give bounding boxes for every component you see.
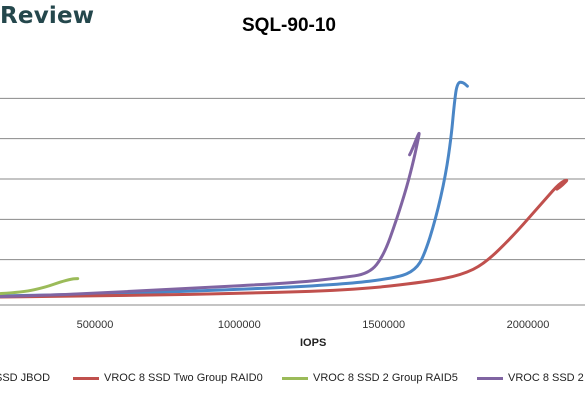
series-line-3	[0, 131, 421, 299]
chart-title: SQL-90-10	[242, 15, 336, 36]
x-tick-label: 1000000	[218, 319, 261, 331]
legend-item-vroc-raid0: VROC 8 SSD Two Group RAID0	[73, 372, 263, 384]
series-lines	[0, 80, 569, 299]
legend: SSD JBOD VROC 8 SSD Two Group RAID0 VROC…	[0, 372, 585, 390]
legend-label: VROC 8 SSD Two Group RAID0	[104, 372, 263, 384]
series-line-1	[0, 178, 569, 299]
legend-swatch	[73, 376, 99, 380]
x-tick-label: 2000000	[507, 319, 550, 331]
series-line-2	[0, 277, 80, 296]
x-axis-label: IOPS	[300, 337, 327, 349]
x-tick-label: 500000	[77, 319, 114, 331]
legend-swatch	[282, 376, 308, 380]
legend-item-vroc-partial: VROC 8 SSD 2 G	[477, 372, 585, 384]
x-tick-labels: 500000 1000000 1500000 2000000	[77, 319, 550, 331]
legend-item-vroc-raid5: VROC 8 SSD 2 Group RAID5	[282, 372, 458, 384]
legend-item-ssd-jbod: SSD JBOD	[0, 372, 50, 384]
legend-label: VROC 8 SSD 2 G	[508, 372, 585, 384]
legend-label: SSD JBOD	[0, 372, 51, 384]
x-tick-label: 1500000	[362, 319, 405, 331]
series-line-0	[0, 80, 469, 298]
gridlines	[0, 97, 585, 261]
legend-swatch	[477, 376, 503, 380]
legend-label: VROC 8 SSD 2 Group RAID5	[313, 372, 458, 384]
site-logo[interactable]: Review	[0, 3, 95, 29]
